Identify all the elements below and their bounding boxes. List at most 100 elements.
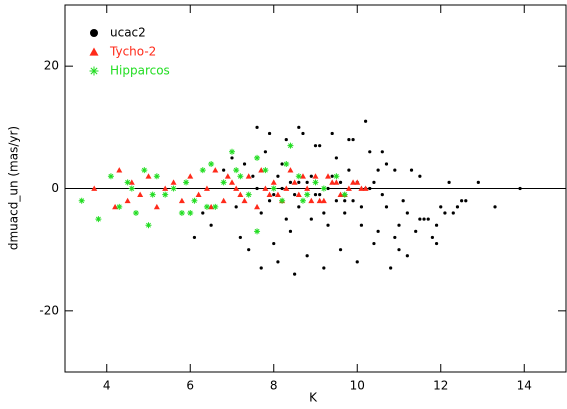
point <box>295 191 302 198</box>
point <box>434 241 439 246</box>
point <box>276 174 280 178</box>
point <box>203 203 210 210</box>
point <box>95 216 102 223</box>
point <box>308 197 315 204</box>
x-tick-label: 14 <box>517 379 532 393</box>
point <box>187 173 194 179</box>
point <box>414 229 418 233</box>
point <box>313 193 318 197</box>
point <box>124 197 131 204</box>
point <box>320 197 327 204</box>
point <box>337 191 344 198</box>
point <box>192 235 197 240</box>
point <box>320 185 327 192</box>
point <box>191 197 198 204</box>
point <box>351 199 355 203</box>
point <box>372 180 376 184</box>
point <box>326 223 330 227</box>
point <box>255 125 259 129</box>
point <box>234 205 238 209</box>
point <box>170 179 177 185</box>
point <box>312 179 319 186</box>
point <box>233 185 240 191</box>
point <box>263 150 267 154</box>
point <box>153 173 160 180</box>
point <box>153 203 160 210</box>
point <box>112 203 119 210</box>
point <box>333 173 340 180</box>
legend-marker <box>89 66 99 76</box>
point <box>362 185 369 191</box>
point <box>255 186 259 191</box>
point <box>203 185 210 191</box>
point <box>266 191 273 198</box>
point <box>280 162 284 166</box>
point <box>334 156 338 160</box>
point <box>401 199 405 203</box>
y-tick-label: -20 <box>39 303 59 317</box>
point <box>418 174 422 178</box>
point <box>405 254 409 258</box>
point <box>455 205 460 209</box>
point <box>267 131 272 136</box>
x-tick-label: 8 <box>270 379 278 393</box>
point <box>293 272 297 276</box>
point <box>254 154 261 161</box>
point <box>262 167 269 174</box>
point <box>322 266 326 270</box>
point <box>297 180 301 184</box>
x-tick-label: 4 <box>103 379 111 393</box>
point <box>358 185 365 191</box>
point <box>476 180 480 184</box>
point <box>338 180 343 184</box>
point <box>329 179 336 185</box>
point <box>312 173 319 179</box>
point <box>291 179 298 185</box>
point <box>347 168 351 172</box>
point <box>201 211 205 215</box>
point <box>107 173 114 180</box>
point <box>368 186 372 191</box>
point <box>238 235 242 240</box>
point <box>372 241 376 246</box>
point <box>149 191 156 198</box>
x-tick-label: 12 <box>433 379 448 393</box>
point <box>426 217 430 221</box>
point <box>380 150 384 154</box>
point <box>443 211 447 215</box>
point <box>178 209 185 216</box>
point <box>304 191 311 198</box>
point <box>162 185 169 191</box>
point <box>354 179 361 185</box>
point <box>405 211 409 215</box>
point <box>137 191 144 198</box>
point <box>389 266 393 270</box>
point <box>325 173 332 179</box>
point <box>422 217 426 221</box>
point <box>237 173 244 180</box>
point <box>208 161 215 168</box>
point <box>145 173 152 179</box>
point <box>305 254 309 258</box>
point <box>451 211 455 215</box>
point <box>297 125 301 129</box>
point <box>284 137 288 142</box>
point <box>128 185 135 192</box>
point <box>128 179 135 185</box>
point <box>132 209 139 216</box>
point <box>283 161 290 168</box>
point <box>245 191 252 198</box>
point <box>297 205 301 209</box>
point <box>359 223 364 227</box>
y-axis-label: dmuacd_un (mas/yr) <box>7 126 21 250</box>
point <box>270 185 277 192</box>
point <box>254 203 261 210</box>
point <box>280 186 284 191</box>
point <box>187 209 194 216</box>
point <box>345 185 352 191</box>
point <box>309 217 313 221</box>
point <box>245 173 252 179</box>
point <box>212 203 219 210</box>
point <box>220 197 227 204</box>
point <box>333 179 340 185</box>
